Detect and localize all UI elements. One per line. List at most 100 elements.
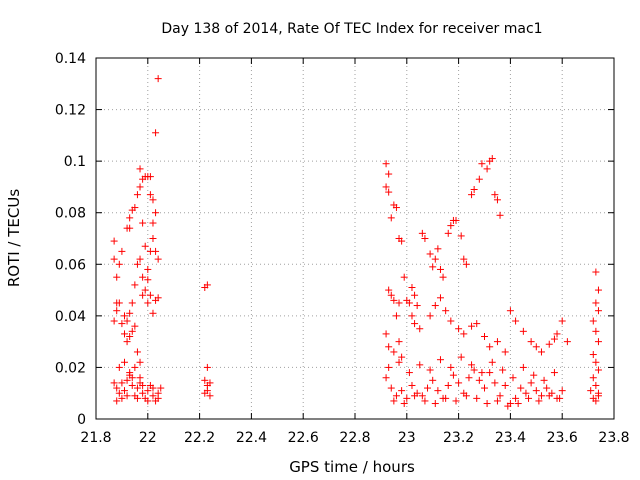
y-tick-label: 0.08 (55, 206, 86, 222)
data-point (382, 183, 390, 191)
data-point (486, 343, 494, 351)
data-point (493, 196, 501, 204)
data-point (128, 374, 136, 382)
data-point (123, 317, 131, 325)
x-tick-label: 22 (139, 430, 157, 446)
data-point (496, 392, 504, 400)
data-point (154, 394, 162, 402)
data-point (403, 394, 411, 402)
data-point (553, 330, 561, 338)
data-point (123, 376, 131, 384)
data-point (491, 379, 499, 387)
data-point (405, 299, 413, 307)
data-point (146, 191, 154, 199)
data-point (442, 307, 450, 315)
data-point (592, 268, 600, 276)
data-point (136, 374, 144, 382)
data-point (483, 165, 491, 173)
data-point (442, 394, 450, 402)
data-point (470, 366, 478, 374)
data-point (587, 387, 595, 395)
data-point (149, 309, 157, 317)
x-tick-label: 23 (398, 430, 416, 446)
data-point (411, 291, 419, 299)
data-point (206, 379, 214, 387)
data-point (594, 286, 602, 294)
data-point (144, 387, 152, 395)
data-point (128, 381, 136, 389)
x-tick-label: 22.8 (339, 430, 370, 446)
data-point (475, 376, 483, 384)
data-point (447, 363, 455, 371)
y-tick-label: 0.1 (64, 154, 86, 170)
data-point (113, 307, 121, 315)
data-point (113, 384, 121, 392)
data-point (462, 260, 470, 268)
data-point (413, 302, 421, 310)
data-point (203, 387, 211, 395)
data-point (525, 394, 533, 402)
data-point (201, 376, 209, 384)
y-tick-label: 0.04 (55, 309, 86, 325)
data-point (532, 343, 540, 351)
data-point (447, 222, 455, 230)
data-point (110, 255, 118, 263)
data-point (390, 397, 398, 405)
data-point (468, 322, 476, 330)
data-point (118, 247, 126, 255)
data-point (519, 327, 527, 335)
data-point (540, 376, 548, 384)
data-point (512, 394, 520, 402)
data-point (589, 351, 597, 359)
data-point (126, 369, 134, 377)
data-point (468, 191, 476, 199)
data-point (405, 369, 413, 377)
data-point (395, 299, 403, 307)
data-point (154, 75, 162, 83)
data-point (527, 379, 535, 387)
data-point (131, 363, 139, 371)
data-point (452, 397, 460, 405)
data-point (556, 394, 564, 402)
data-point (392, 204, 400, 212)
data-point (390, 348, 398, 356)
data-point (398, 237, 406, 245)
data-point (146, 173, 154, 181)
data-point (478, 160, 486, 168)
data-point (144, 276, 152, 284)
data-point (473, 394, 481, 402)
data-point (589, 317, 597, 325)
data-point (126, 309, 134, 317)
data-point (133, 260, 141, 268)
data-point (496, 211, 504, 219)
data-point (460, 255, 468, 263)
data-point (136, 255, 144, 263)
data-point (522, 389, 530, 397)
x-tick-label: 23.8 (598, 430, 629, 446)
data-point (139, 219, 147, 227)
data-point (113, 273, 121, 281)
data-point (431, 400, 439, 408)
data-point (416, 325, 424, 333)
data-point (478, 369, 486, 377)
data-point (149, 219, 157, 227)
x-tick-label: 21.8 (80, 430, 111, 446)
data-point (408, 381, 416, 389)
data-point (504, 402, 512, 410)
data-point (157, 384, 165, 392)
data-point (592, 381, 600, 389)
data-point (408, 312, 416, 320)
data-point (141, 286, 149, 294)
data-point (133, 348, 141, 356)
data-points (110, 75, 602, 410)
data-point (115, 363, 123, 371)
data-point (431, 302, 439, 310)
data-point (139, 381, 147, 389)
data-point (118, 379, 126, 387)
data-point (594, 366, 602, 374)
data-point (493, 397, 501, 405)
data-point (400, 273, 408, 281)
data-point (426, 250, 434, 258)
data-point (118, 320, 126, 328)
data-point (126, 214, 134, 222)
